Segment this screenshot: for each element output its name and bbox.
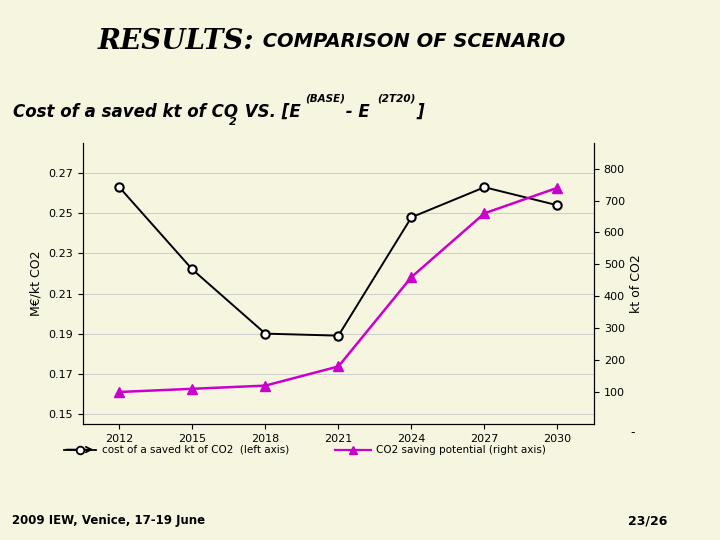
- Text: -: -: [630, 426, 634, 439]
- Text: ]: ]: [416, 103, 424, 121]
- Text: (2T20): (2T20): [377, 93, 415, 103]
- Text: (BASE): (BASE): [305, 93, 346, 103]
- Text: - E: - E: [340, 103, 369, 121]
- Text: 2009 IEW, Venice, 17-19 June: 2009 IEW, Venice, 17-19 June: [12, 514, 205, 527]
- Text: CO2 saving potential (right axis): CO2 saving potential (right axis): [377, 444, 546, 455]
- Y-axis label: kt of CO2: kt of CO2: [631, 254, 644, 313]
- Text: COMPARISON OF SCENARIO: COMPARISON OF SCENARIO: [256, 32, 565, 51]
- Text: 23/26: 23/26: [629, 514, 667, 527]
- Text: RESULTS:: RESULTS:: [97, 28, 254, 56]
- Text: VS. [E: VS. [E: [239, 103, 301, 121]
- Text: Cost of a saved kt of CO: Cost of a saved kt of CO: [13, 103, 238, 121]
- Text: 2: 2: [229, 117, 237, 127]
- Y-axis label: M€/kt CO2: M€/kt CO2: [30, 251, 42, 316]
- Text: cost of a saved kt of CO2  (left axis): cost of a saved kt of CO2 (left axis): [102, 444, 289, 455]
